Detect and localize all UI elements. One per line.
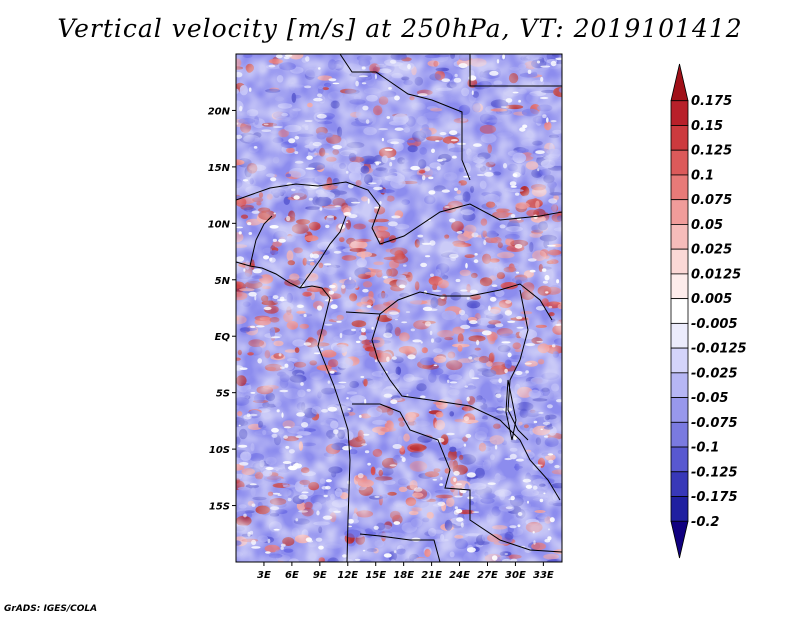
lat-tick-label: 15N: [208, 163, 231, 174]
colorbar-label: -0.0125: [691, 342, 747, 357]
colorbar-label: 0.075: [691, 193, 732, 208]
colorbar-bin: [670, 298, 689, 324]
footer-credit: GrADS: IGES/COLA: [4, 604, 98, 614]
border-east: [507, 289, 529, 441]
map-frame: [235, 53, 563, 563]
colorbar-bin: [670, 248, 689, 275]
field-texture: [236, 54, 562, 562]
lat-tick-label: 5S: [216, 389, 230, 400]
lat-tick-label: 15S: [209, 502, 230, 513]
lon-tick-label: 30E: [505, 570, 526, 581]
colorbar-boxes: [670, 63, 689, 559]
colorbar-label: -0.005: [691, 317, 738, 332]
border-north-2: [469, 54, 562, 87]
colorbar-bin: [670, 63, 689, 102]
coastline-west: [236, 261, 351, 562]
colorbar-bin: [670, 125, 689, 151]
colorbar-label: 0.05: [691, 218, 723, 233]
colorbar-label: 0.1: [691, 168, 714, 183]
colorbar-bin: [670, 273, 689, 300]
border-sahel: [236, 181, 562, 245]
lon-tick-label: 9E: [313, 570, 327, 581]
colorbar-bin: [670, 199, 689, 225]
colorbar-label: -0.025: [691, 366, 738, 381]
colorbar-bin: [670, 372, 689, 398]
colorbar-bin: [670, 520, 689, 559]
colorbar-label: -0.125: [691, 465, 738, 480]
lake: [505, 379, 517, 441]
colorbar-label: -0.075: [691, 416, 738, 431]
lon-tick-label: 27E: [477, 570, 498, 581]
colorbar-bin: [670, 224, 689, 250]
lat-tick-label: 5N: [215, 276, 231, 287]
lon-tick-label: 3E: [257, 570, 271, 581]
colorbar-bin: [670, 446, 689, 473]
border-west-1: [299, 215, 347, 289]
lat-tick-label: 10N: [208, 219, 231, 230]
lon-tick-label: 12E: [337, 570, 358, 581]
colorbar-bin: [670, 322, 689, 349]
colorbar-bin: [670, 471, 689, 497]
colorbar-label: -0.2: [691, 515, 719, 530]
lat-tick-label: 20N: [208, 106, 231, 117]
lon-tick-label: 33E: [533, 570, 554, 581]
colorbar-label: 0.0125: [691, 267, 741, 282]
colorbar-labels: 0.175 0.15 0.125 0.1 0.075 0.05 0.025 0.0125 0.0…: [691, 94, 747, 530]
colorbar-label: 0.125: [691, 144, 732, 159]
country-borders: [236, 54, 562, 562]
longitude-axis: 3E 6E 9E 12E 15E 18E 21E 24E 27E 30E 33E: [257, 562, 554, 581]
colorbar-label: 0.005: [691, 292, 732, 307]
chart-title: Vertical velocity [m/s] at 250hPa, VT: 2…: [57, 14, 743, 43]
border-central-1: [345, 283, 553, 321]
colorbar: 0.175 0.15 0.125 0.1 0.075 0.05 0.025 0.0125 0.0…: [670, 63, 747, 559]
map-plot-area: [236, 54, 562, 562]
colorbar-label: 0.025: [691, 243, 732, 258]
colorbar-bin: [670, 347, 689, 374]
colorbar-bin: [670, 496, 689, 522]
lon-tick-label: 6E: [285, 570, 299, 581]
border-north-1: [339, 54, 471, 181]
colorbar-label: 0.175: [691, 94, 732, 109]
colorbar-label: 0.15: [691, 119, 723, 134]
lat-tick-label: EQ: [215, 332, 231, 343]
colorbar-bin: [670, 100, 689, 126]
lon-tick-label: 21E: [421, 570, 442, 581]
lon-tick-label: 15E: [365, 570, 386, 581]
colorbar-bin: [670, 149, 689, 176]
colorbar-label: -0.175: [691, 490, 738, 505]
lon-tick-label: 18E: [393, 570, 414, 581]
colorbar-bin: [670, 397, 689, 423]
lon-tick-label: 24E: [449, 570, 470, 581]
colorbar-label: -0.1: [691, 441, 719, 456]
border-west-2: [249, 215, 273, 267]
latitude-axis: 20N 15N 10N 5N EQ 5S 10S 15S: [208, 106, 236, 513]
colorbar-bin: [670, 421, 689, 448]
colorbar-label: -0.05: [691, 391, 728, 406]
colorbar-bin: [670, 174, 689, 201]
border-south-1: [352, 403, 562, 553]
border-central-2: [371, 313, 561, 501]
lat-tick-label: 10S: [209, 445, 230, 456]
border-south-2: [359, 533, 441, 562]
